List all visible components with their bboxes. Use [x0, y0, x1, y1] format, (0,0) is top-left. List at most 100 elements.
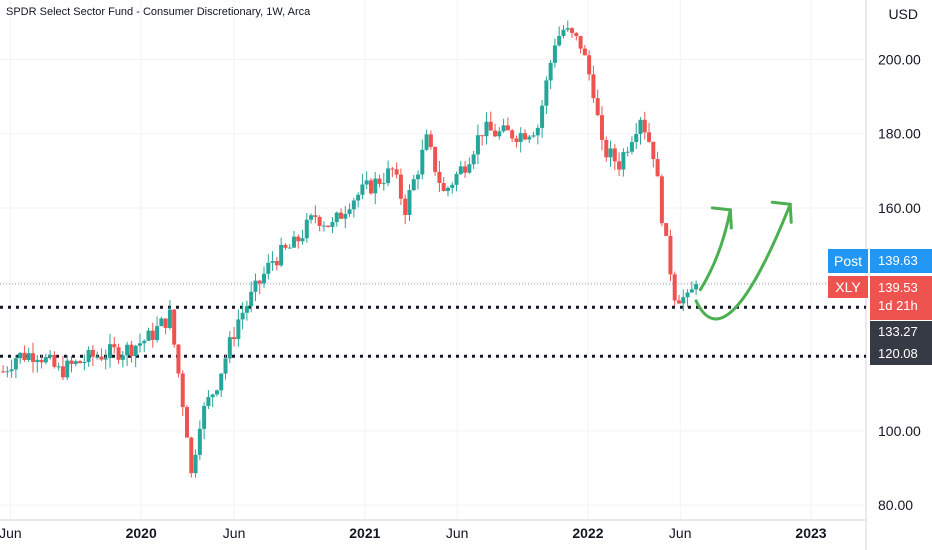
- candle-body: [535, 127, 540, 136]
- candle-body: [142, 340, 147, 344]
- candle-body: [347, 209, 352, 214]
- candle-body: [5, 371, 10, 373]
- x-tick-label: Jun: [223, 525, 246, 541]
- candle-body: [574, 32, 579, 37]
- x-tick-label: 2023: [795, 525, 826, 541]
- candle-body: [330, 222, 335, 227]
- candle-body: [129, 344, 134, 357]
- candle-body: [240, 312, 245, 320]
- candle-body: [279, 244, 284, 266]
- candle-body: [343, 213, 348, 219]
- candle-body: [351, 200, 356, 210]
- last-price-value: 139.53: [878, 280, 918, 295]
- candle-body: [155, 326, 160, 340]
- candle-body: [274, 261, 279, 266]
- candle-body: [531, 135, 536, 137]
- candle-body: [689, 289, 694, 293]
- candle-body: [313, 215, 318, 217]
- candle-body: [35, 359, 40, 362]
- candle-body: [227, 337, 232, 359]
- candle-body: [232, 337, 237, 340]
- candle-body: [9, 369, 14, 372]
- candle-body: [510, 130, 515, 139]
- candle-body: [309, 215, 314, 220]
- candle-body: [31, 353, 36, 362]
- candle-body: [638, 119, 643, 135]
- candle-body: [60, 366, 65, 378]
- candle-body: [197, 428, 202, 455]
- candle-body: [368, 180, 373, 194]
- chart-title: SPDR Select Sector Fund - Consumer Discr…: [6, 6, 311, 18]
- candle-body: [296, 236, 301, 242]
- candle-body: [411, 179, 416, 191]
- candle-body: [120, 355, 125, 360]
- candle-body: [604, 139, 609, 158]
- candle-body: [159, 318, 164, 327]
- forecast-arrowhead-1: [710, 206, 733, 230]
- candle-body: [116, 347, 121, 360]
- candle-body: [78, 361, 83, 364]
- candle-body: [518, 133, 523, 142]
- candle-body: [676, 300, 681, 304]
- candle-body: [334, 212, 339, 223]
- x-tick-label: 2022: [572, 525, 603, 541]
- y-tick-label: 180.00: [878, 126, 921, 142]
- candle-body: [565, 28, 570, 30]
- level-120-tag: 120.08: [870, 343, 932, 365]
- currency-label: USD: [888, 6, 918, 22]
- candle-body: [180, 373, 185, 408]
- candle-body: [262, 273, 267, 284]
- candle-body: [236, 319, 241, 340]
- candle-body: [681, 297, 686, 304]
- candle-body: [651, 141, 656, 160]
- candle-body: [463, 166, 468, 173]
- candle-body: [73, 361, 78, 364]
- candle-body: [339, 212, 344, 219]
- candle-body: [172, 309, 177, 345]
- candle-body: [668, 235, 673, 275]
- candle-body: [270, 261, 275, 263]
- candle-body: [501, 125, 506, 132]
- candle-body: [471, 154, 476, 165]
- candle-body: [454, 174, 459, 185]
- candle-body: [163, 318, 168, 328]
- candle-body: [99, 356, 104, 360]
- candle-body: [176, 344, 181, 374]
- candle-body: [364, 180, 369, 185]
- candle-body: [214, 390, 219, 395]
- y-tick-label: 160.00: [878, 200, 921, 216]
- candle-body: [544, 80, 549, 106]
- candle-body: [65, 360, 70, 378]
- candle-body: [659, 176, 664, 224]
- candle-body: [629, 142, 634, 152]
- candle-body: [244, 306, 249, 313]
- candle-body: [664, 223, 669, 236]
- candle-body: [167, 309, 172, 328]
- candle-body: [578, 36, 583, 49]
- candle-body: [386, 168, 391, 184]
- candle-body: [621, 152, 626, 170]
- candle-body: [326, 225, 331, 227]
- forecast-arrow-1: [698, 208, 732, 292]
- candle-body: [90, 349, 95, 357]
- candle-body: [557, 36, 562, 46]
- candle-body: [484, 121, 489, 137]
- candle-body: [497, 131, 502, 137]
- candle-body: [561, 29, 566, 37]
- x-tick-label: 2021: [349, 525, 380, 541]
- candle-body: [39, 359, 44, 363]
- candle-body: [69, 360, 74, 364]
- candle-body: [433, 146, 438, 172]
- candle-body: [625, 151, 630, 153]
- candle-body: [291, 236, 296, 248]
- candle-body: [587, 55, 592, 75]
- candle-body: [112, 344, 117, 348]
- candle-body: [377, 178, 382, 184]
- candle-body: [390, 168, 395, 170]
- y-tick-label: 200.00: [878, 51, 921, 67]
- y-tick-label: 80.00: [878, 497, 913, 513]
- candle-body: [591, 74, 596, 99]
- candle-body: [356, 194, 361, 201]
- candle-body: [283, 244, 288, 248]
